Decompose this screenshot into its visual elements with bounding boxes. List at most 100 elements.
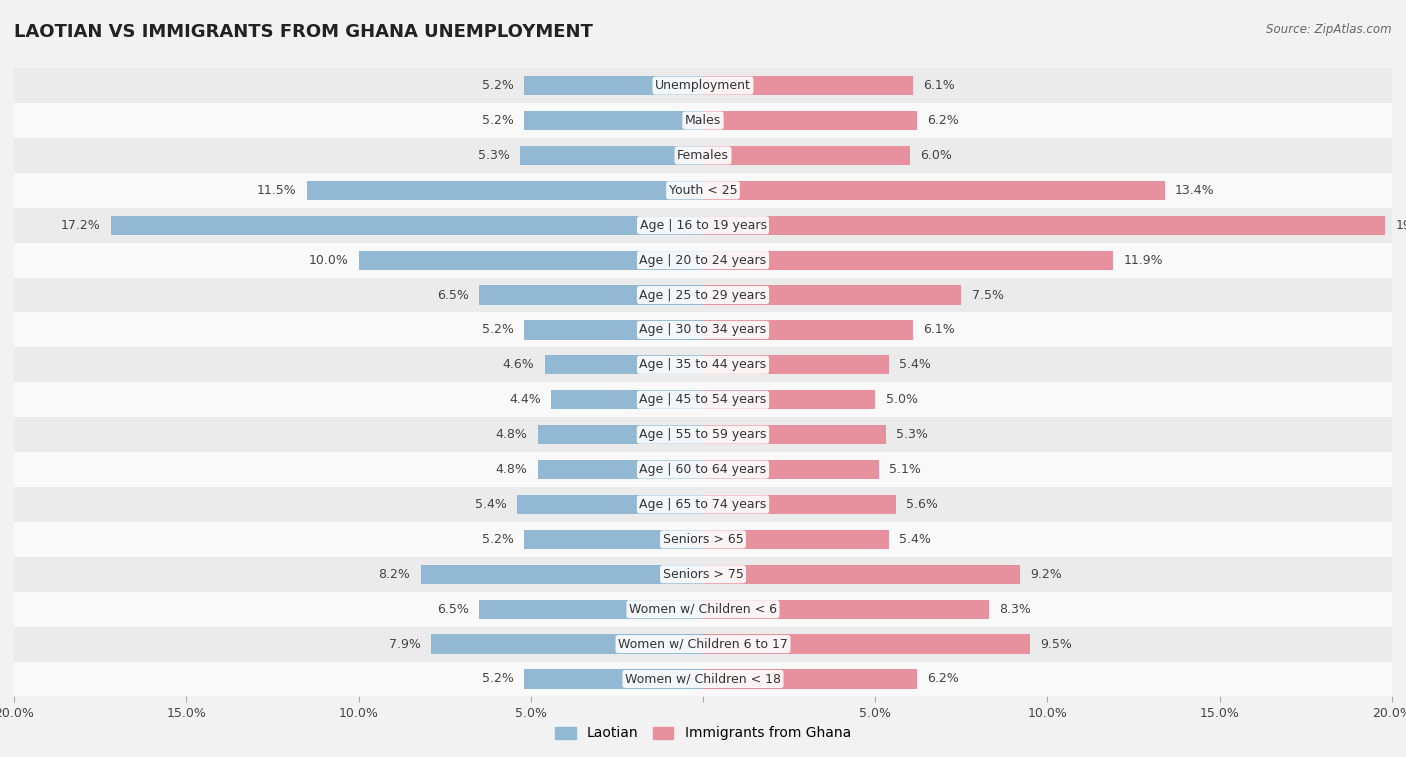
Bar [479, 600, 703, 618]
Bar [14, 487, 1392, 522]
Bar [520, 146, 703, 165]
Text: 7.9%: 7.9% [388, 637, 420, 650]
Text: 5.2%: 5.2% [482, 323, 513, 336]
Bar [537, 460, 703, 479]
Text: 6.1%: 6.1% [924, 79, 955, 92]
Bar [14, 313, 1392, 347]
Text: 17.2%: 17.2% [60, 219, 100, 232]
Text: Youth < 25: Youth < 25 [669, 184, 737, 197]
Bar [14, 173, 1392, 207]
Bar [14, 347, 1392, 382]
Bar [14, 592, 1392, 627]
Bar [14, 103, 1392, 138]
Bar [524, 76, 703, 95]
Bar [307, 181, 703, 200]
Bar [14, 278, 1392, 313]
Text: 5.6%: 5.6% [907, 498, 938, 511]
Text: 6.1%: 6.1% [924, 323, 955, 336]
Text: 5.4%: 5.4% [475, 498, 506, 511]
Bar [703, 355, 889, 375]
Text: Age | 30 to 34 years: Age | 30 to 34 years [640, 323, 766, 336]
Bar [703, 285, 962, 304]
Text: Age | 35 to 44 years: Age | 35 to 44 years [640, 358, 766, 372]
Bar [703, 425, 886, 444]
Text: 5.3%: 5.3% [478, 149, 510, 162]
Text: 4.8%: 4.8% [495, 463, 527, 476]
Bar [703, 600, 988, 618]
Bar [703, 530, 889, 549]
Text: Women w/ Children 6 to 17: Women w/ Children 6 to 17 [619, 637, 787, 650]
Text: 5.2%: 5.2% [482, 114, 513, 127]
Bar [14, 382, 1392, 417]
Bar [517, 495, 703, 514]
Text: Age | 55 to 59 years: Age | 55 to 59 years [640, 428, 766, 441]
Bar [703, 565, 1019, 584]
Text: Age | 16 to 19 years: Age | 16 to 19 years [640, 219, 766, 232]
Bar [14, 207, 1392, 243]
Bar [14, 452, 1392, 487]
Text: 11.9%: 11.9% [1123, 254, 1163, 266]
Bar [703, 181, 1164, 200]
Bar [703, 251, 1114, 269]
Bar [703, 111, 917, 130]
Bar [524, 320, 703, 340]
Bar [14, 243, 1392, 278]
Text: 9.5%: 9.5% [1040, 637, 1073, 650]
Text: Age | 25 to 29 years: Age | 25 to 29 years [640, 288, 766, 301]
Text: Females: Females [678, 149, 728, 162]
Bar [524, 530, 703, 549]
Text: 19.8%: 19.8% [1395, 219, 1406, 232]
Text: 6.2%: 6.2% [927, 114, 959, 127]
Text: Males: Males [685, 114, 721, 127]
Text: 6.5%: 6.5% [437, 288, 468, 301]
Text: Age | 20 to 24 years: Age | 20 to 24 years [640, 254, 766, 266]
Text: 5.0%: 5.0% [886, 393, 918, 407]
Text: 4.8%: 4.8% [495, 428, 527, 441]
Text: Unemployment: Unemployment [655, 79, 751, 92]
Text: LAOTIAN VS IMMIGRANTS FROM GHANA UNEMPLOYMENT: LAOTIAN VS IMMIGRANTS FROM GHANA UNEMPLO… [14, 23, 593, 41]
Bar [703, 320, 912, 340]
Bar [14, 627, 1392, 662]
Text: Women w/ Children < 6: Women w/ Children < 6 [628, 603, 778, 615]
Text: 5.2%: 5.2% [482, 79, 513, 92]
Bar [479, 285, 703, 304]
Text: 13.4%: 13.4% [1175, 184, 1215, 197]
Bar [14, 662, 1392, 696]
Bar [703, 669, 917, 689]
Text: 11.5%: 11.5% [257, 184, 297, 197]
Text: Age | 65 to 74 years: Age | 65 to 74 years [640, 498, 766, 511]
Bar [703, 76, 912, 95]
Text: 6.5%: 6.5% [437, 603, 468, 615]
Text: 5.2%: 5.2% [482, 672, 513, 686]
Bar [544, 355, 703, 375]
Bar [14, 522, 1392, 557]
Text: 9.2%: 9.2% [1031, 568, 1062, 581]
Text: 5.2%: 5.2% [482, 533, 513, 546]
Bar [111, 216, 703, 235]
Bar [14, 417, 1392, 452]
Text: 5.4%: 5.4% [900, 533, 931, 546]
Text: Age | 45 to 54 years: Age | 45 to 54 years [640, 393, 766, 407]
Bar [14, 68, 1392, 103]
Text: 6.0%: 6.0% [920, 149, 952, 162]
Bar [420, 565, 703, 584]
Bar [703, 216, 1385, 235]
Text: 4.4%: 4.4% [509, 393, 541, 407]
Text: 5.1%: 5.1% [889, 463, 921, 476]
Text: 10.0%: 10.0% [308, 254, 349, 266]
Text: 4.6%: 4.6% [502, 358, 534, 372]
Bar [524, 669, 703, 689]
Bar [703, 390, 875, 410]
Text: 5.3%: 5.3% [896, 428, 928, 441]
Text: 6.2%: 6.2% [927, 672, 959, 686]
Text: 7.5%: 7.5% [972, 288, 1004, 301]
Text: Age | 60 to 64 years: Age | 60 to 64 years [640, 463, 766, 476]
Text: Seniors > 75: Seniors > 75 [662, 568, 744, 581]
Text: 8.2%: 8.2% [378, 568, 411, 581]
Bar [524, 111, 703, 130]
Bar [703, 495, 896, 514]
Legend: Laotian, Immigrants from Ghana: Laotian, Immigrants from Ghana [550, 721, 856, 746]
Bar [537, 425, 703, 444]
Text: Seniors > 65: Seniors > 65 [662, 533, 744, 546]
Bar [703, 634, 1031, 654]
